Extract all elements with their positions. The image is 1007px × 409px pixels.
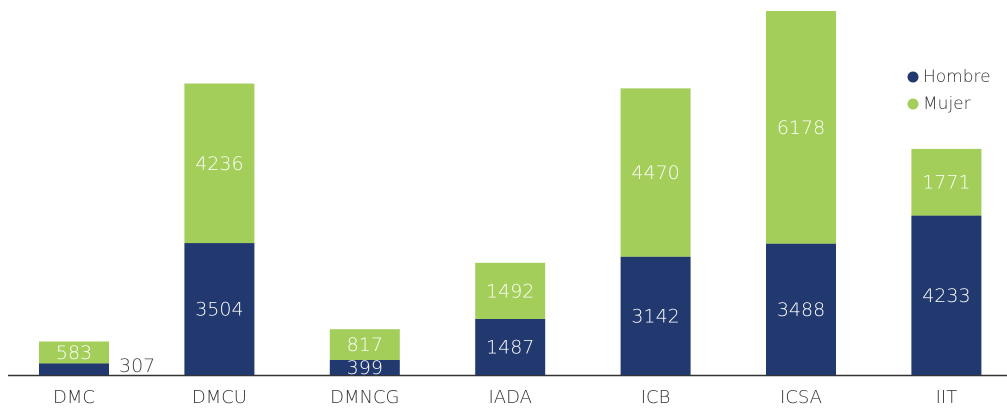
bar-segment xyxy=(329,359,400,375)
bar-segment xyxy=(911,215,982,375)
bar-segment xyxy=(620,88,691,257)
value-label: 4236 xyxy=(195,153,243,175)
value-label: 4470 xyxy=(631,162,679,184)
x-tick-label: DMCU xyxy=(192,387,247,408)
value-label: 1487 xyxy=(486,337,534,359)
bar-segment xyxy=(184,243,255,375)
x-tick-label: IIT xyxy=(936,387,958,408)
value-label: 1771 xyxy=(922,172,970,194)
x-tick-label: ICSA xyxy=(780,387,822,408)
bar-segment xyxy=(766,11,836,244)
bar-segment xyxy=(766,243,836,375)
x-tick-label: IADA xyxy=(488,387,531,408)
bar-segment xyxy=(475,319,546,375)
legend-label: Mujer xyxy=(923,94,971,114)
bar-segment xyxy=(475,262,546,320)
bar-segment xyxy=(39,363,109,375)
value-label: 3488 xyxy=(777,299,825,321)
bar-segment xyxy=(184,83,255,244)
legend-label: Hombre xyxy=(923,67,991,87)
value-label: 583 xyxy=(56,342,92,364)
value-label: 3142 xyxy=(631,305,679,327)
value-label: 6178 xyxy=(777,117,825,139)
bar-segment xyxy=(329,329,400,360)
value-label: 4233 xyxy=(922,285,970,307)
value-label: 3504 xyxy=(195,299,243,321)
value-label: 1492 xyxy=(486,280,534,302)
value-label: 307 xyxy=(119,355,155,377)
bar-segment xyxy=(620,256,691,375)
legend-marker xyxy=(907,98,919,110)
bar-segment xyxy=(39,341,109,364)
value-label: 399 xyxy=(347,357,383,379)
x-tick-label: DMNCG xyxy=(330,387,399,408)
x-tick-label: DMC xyxy=(53,387,95,408)
bar-segment xyxy=(911,148,982,216)
value-label: 817 xyxy=(347,334,383,356)
x-tick-label: ICB xyxy=(641,387,671,408)
legend-marker xyxy=(907,71,919,83)
